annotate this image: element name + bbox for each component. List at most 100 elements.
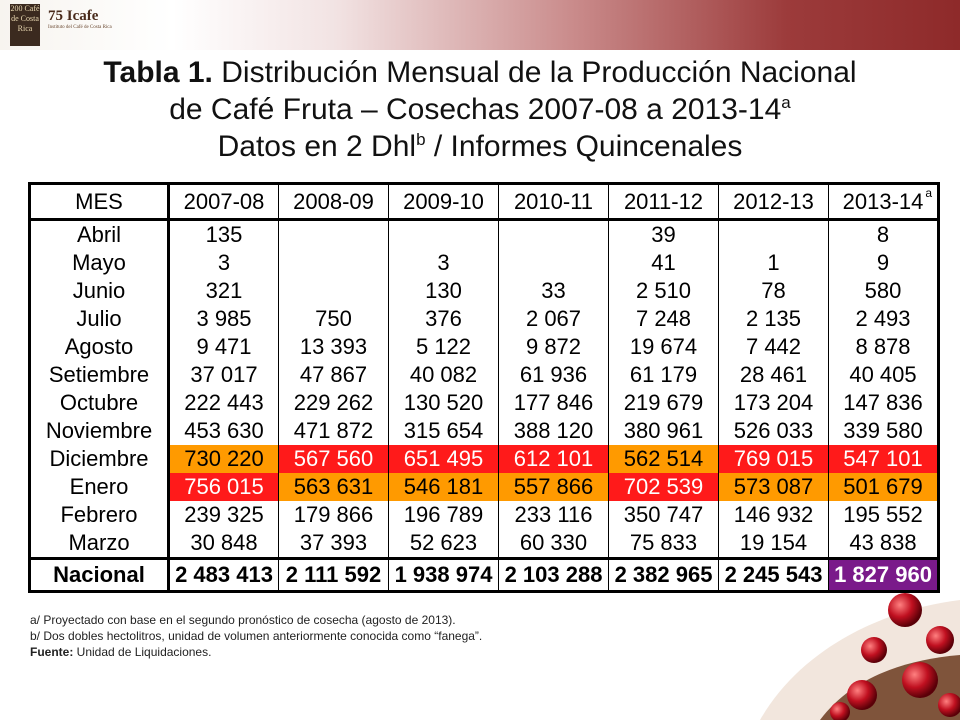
month-cell: Mayo — [29, 249, 170, 277]
value-cell: 7 442 — [718, 333, 829, 361]
value-cell: 526 033 — [718, 417, 829, 445]
column-header: 2010-11 — [498, 183, 609, 221]
icafe-logo-name: 75 Icafe — [48, 8, 99, 24]
table-header-row: MES 2007-08 2008-09 2009-10 2010-11 2011-12 20… — [29, 183, 939, 221]
value-cell: 547 101 — [828, 445, 939, 473]
value-cell: 350 747 — [608, 501, 719, 529]
value-cell — [278, 249, 389, 277]
value-cell: 750 — [278, 305, 389, 333]
value-cell: 730 220 — [168, 445, 279, 473]
value-cell — [498, 219, 609, 249]
value-cell: 147 836 — [828, 389, 939, 417]
value-cell: 3 — [168, 249, 279, 277]
value-cell: 61 936 — [498, 361, 609, 389]
total-value-cell: 2 483 413 — [168, 557, 279, 592]
total-value-cell: 1 827 960 — [828, 557, 939, 592]
value-cell: 40 405 — [828, 361, 939, 389]
month-cell: Diciembre — [29, 445, 170, 473]
value-cell: 177 846 — [498, 389, 609, 417]
table-row: Julio 3 985 750 376 2 067 7 248 2 135 2 493 — [29, 305, 939, 333]
value-cell: 30 848 — [168, 529, 279, 559]
value-cell: 573 087 — [718, 473, 829, 501]
month-cell: Junio — [29, 277, 170, 305]
value-cell — [388, 219, 499, 249]
total-value-cell: 2 245 543 — [718, 557, 829, 592]
value-cell: 376 — [388, 305, 499, 333]
month-cell: Agosto — [29, 333, 170, 361]
value-cell: 9 — [828, 249, 939, 277]
table-row: Febrero 239 325 179 866 196 789 233 116 350 7… — [29, 501, 939, 529]
table-row: Mayo 3 3 41 1 9 — [29, 249, 939, 277]
value-cell: 47 867 — [278, 361, 389, 389]
total-value-cell: 2 103 288 — [498, 557, 609, 592]
month-cell: Enero — [29, 473, 170, 501]
value-cell: 19 154 — [718, 529, 829, 559]
value-cell: 651 495 — [388, 445, 499, 473]
value-cell: 567 560 — [278, 445, 389, 473]
table-row: Abril 135 39 8 — [29, 219, 939, 249]
column-header: 2009-10 — [388, 183, 499, 221]
title-prefix: Tabla 1. — [103, 56, 213, 89]
table-row: Enero 756 015 563 631 546 181 557 866 702 539… — [29, 473, 939, 501]
column-header: 2008-09 — [278, 183, 389, 221]
month-cell: Abril — [29, 219, 170, 249]
table-row: Agosto 9 471 13 393 5 122 9 872 19 674 7 442 8 … — [29, 333, 939, 361]
title-line-1: Tabla 1. Distribución Mensual de la Prod… — [0, 54, 960, 91]
table-row: Diciembre 730 220 567 560 651 495 612 101 562… — [29, 445, 939, 473]
value-cell: 61 179 — [608, 361, 719, 389]
column-header: 2012-13 — [718, 183, 829, 221]
month-cell: Febrero — [29, 501, 170, 529]
column-header: 2013-14 a — [828, 183, 939, 221]
table-row: Noviembre 453 630 471 872 315 654 388 120 380… — [29, 417, 939, 445]
logo-area: 200 Café de Costa Rica 75 Icafe Institut… — [4, 2, 144, 48]
value-cell: 3 985 — [168, 305, 279, 333]
title-line-3b: / Informes Quincenales — [425, 130, 743, 163]
value-cell: 130 — [388, 277, 499, 305]
total-value-cell: 1 938 974 — [388, 557, 499, 592]
month-cell: Noviembre — [29, 417, 170, 445]
value-cell: 453 630 — [168, 417, 279, 445]
source-label: Fuente: — [30, 645, 74, 659]
value-cell: 8 878 — [828, 333, 939, 361]
title-line-3a: Datos en 2 Dhl — [217, 130, 417, 163]
value-cell: 2 493 — [828, 305, 939, 333]
value-cell: 7 248 — [608, 305, 719, 333]
value-cell: 135 — [168, 219, 279, 249]
value-cell: 13 393 — [278, 333, 389, 361]
value-cell: 612 101 — [498, 445, 609, 473]
value-cell: 3 — [388, 249, 499, 277]
value-cell: 196 789 — [388, 501, 499, 529]
value-cell: 562 514 — [608, 445, 719, 473]
value-cell: 179 866 — [278, 501, 389, 529]
value-cell: 60 330 — [498, 529, 609, 559]
value-cell: 43 838 — [828, 529, 939, 559]
page-title: Tabla 1. Distribución Mensual de la Prod… — [0, 54, 960, 165]
month-cell: Setiembre — [29, 361, 170, 389]
source-note: Fuente: Unidad de Liquidaciones. — [30, 644, 482, 660]
value-cell — [278, 219, 389, 249]
month-cell: Octubre — [29, 389, 170, 417]
value-cell: 702 539 — [608, 473, 719, 501]
value-cell: 546 181 — [388, 473, 499, 501]
value-cell: 471 872 — [278, 417, 389, 445]
value-cell: 233 116 — [498, 501, 609, 529]
total-value-cell: 2 111 592 — [278, 557, 389, 592]
value-cell: 28 461 — [718, 361, 829, 389]
title-line-2-sup: a — [781, 93, 791, 112]
column-header: 2007-08 — [168, 183, 279, 221]
value-cell: 9 471 — [168, 333, 279, 361]
value-cell: 52 623 — [388, 529, 499, 559]
column-header-text: 2013-14 — [842, 189, 924, 214]
value-cell: 222 443 — [168, 389, 279, 417]
value-cell — [718, 219, 829, 249]
value-cell: 339 580 — [828, 417, 939, 445]
value-cell: 321 — [168, 277, 279, 305]
header-bar: 200 Café de Costa Rica 75 Icafe Institut… — [0, 0, 960, 50]
value-cell — [498, 249, 609, 277]
month-cell: Julio — [29, 305, 170, 333]
value-cell: 8 — [828, 219, 939, 249]
icafe-logo-subtitle: Instituto del Café de Costa Rica — [48, 25, 112, 30]
anniversary-badge-logo: 200 Café de Costa Rica — [10, 4, 40, 46]
value-cell: 557 866 — [498, 473, 609, 501]
title-line-1-text: Distribución Mensual de la Producción Na… — [221, 56, 857, 89]
